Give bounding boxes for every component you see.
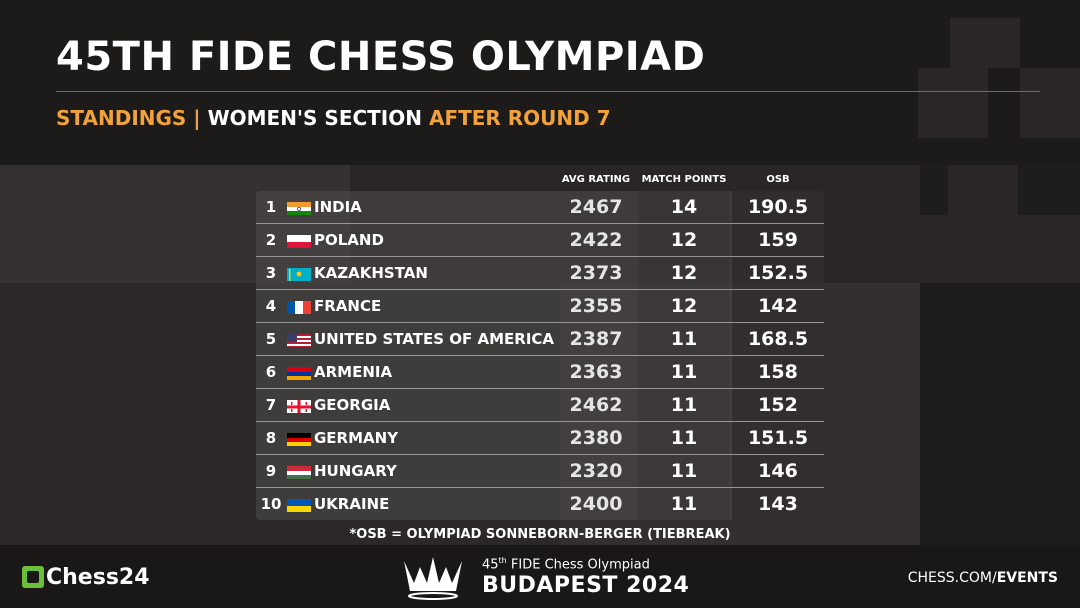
table-row: 7 GEORGIA 2462 11 152: [256, 389, 824, 422]
country-name: HUNGARY: [314, 462, 397, 480]
table-row: 8 GERMANY 2380 11 151.5: [256, 422, 824, 455]
match-points: 11: [638, 455, 730, 487]
country-name: GEORGIA: [314, 396, 391, 414]
column-header-avg-rating: AVG RATING: [561, 174, 631, 185]
country-name: ARMENIA: [314, 363, 393, 381]
rank: 6: [265, 363, 277, 381]
column-header-osb: OSB: [766, 174, 790, 185]
avg-rating: 2355: [569, 295, 623, 317]
osb-score: 151.5: [732, 422, 824, 454]
rank: 3: [265, 264, 277, 282]
avg-rating: 2320: [569, 460, 623, 482]
table-row: 9 HUNGARY 2320 11 146: [256, 455, 824, 488]
osb-score: 142: [732, 290, 824, 322]
chess24-logo-icon: [22, 566, 44, 588]
ukraine-flag-icon: [287, 498, 311, 512]
match-points: 11: [638, 389, 730, 421]
osb-score: 158: [732, 356, 824, 388]
osb-score: 159: [732, 224, 824, 256]
country-name: FRANCE: [314, 297, 382, 315]
country-name: POLAND: [314, 231, 384, 249]
rank: 8: [265, 429, 277, 447]
avg-rating: 2380: [569, 427, 623, 449]
avg-rating: 2373: [569, 262, 623, 284]
match-points: 12: [638, 224, 730, 256]
subtitle-round: AFTER ROUND 7: [428, 106, 611, 130]
usa-flag-icon: [287, 333, 311, 347]
country-name: KAZAKHSTAN: [314, 264, 428, 282]
match-points: 12: [638, 257, 730, 289]
rank: 4: [265, 297, 277, 315]
armenia-flag-icon: [287, 366, 311, 380]
georgia-flag-icon: [287, 399, 311, 413]
hungary-flag-icon: [287, 465, 311, 479]
table-row: 3 KAZAKHSTAN 2373 12 152.5: [256, 257, 824, 290]
subtitle-section: WOMEN'S SECTION: [207, 106, 422, 130]
footer-background: [0, 545, 1080, 608]
rank: 2: [265, 231, 277, 249]
table-row: 4 FRANCE 2355 12 142: [256, 290, 824, 323]
poland-flag-icon: [287, 234, 311, 248]
germany-flag-icon: [287, 432, 311, 446]
match-points: 11: [638, 323, 730, 355]
avg-rating: 2467: [569, 196, 623, 218]
column-header-match-points: MATCH POINTS: [641, 174, 727, 185]
rank: 5: [265, 330, 277, 348]
match-points: 14: [638, 191, 730, 223]
osb-score: 146: [732, 455, 824, 487]
page-subtitle: STANDINGS | WOMEN'S SECTION AFTER ROUND …: [56, 106, 611, 130]
country-name: INDIA: [314, 198, 362, 216]
france-flag-icon: [287, 300, 311, 314]
page-title: 45TH FIDE CHESS OLYMPIAD: [56, 34, 706, 80]
rank: 1: [265, 198, 277, 216]
match-points: 12: [638, 290, 730, 322]
osb-score: 152.5: [732, 257, 824, 289]
india-flag-icon: [287, 201, 311, 215]
event-location: BUDAPEST 2024: [482, 573, 690, 598]
header-background: [0, 0, 1080, 165]
chess24-logo: Chess24: [22, 565, 150, 590]
table-row: 5 UNITED STATES OF AMERICA 2387 11 168.5: [256, 323, 824, 356]
osb-score: 190.5: [732, 191, 824, 223]
rank: 10: [260, 495, 282, 513]
table-row: 6 ARMENIA 2363 11 158: [256, 356, 824, 389]
kazakhstan-flag-icon: [287, 267, 311, 281]
osb-score: 143: [732, 488, 824, 520]
avg-rating: 2363: [569, 361, 623, 383]
rank: 9: [265, 462, 277, 480]
avg-rating: 2462: [569, 394, 623, 416]
rank: 7: [265, 396, 277, 414]
avg-rating: 2400: [569, 493, 623, 515]
table-row: 1 INDIA 2467 14 190.5: [256, 191, 824, 224]
avg-rating: 2387: [569, 328, 623, 350]
osb-score: 168.5: [732, 323, 824, 355]
match-points: 11: [638, 356, 730, 388]
standings-table: 1 INDIA 2467 14 190.5 2 POLAND 2422 12 1…: [256, 191, 824, 520]
country-name: UKRAINE: [314, 495, 390, 513]
country-name: UNITED STATES OF AMERICA: [314, 330, 555, 348]
chess24-logo-text: Chess24: [46, 565, 150, 590]
event-name: 45th FIDE Chess Olympiad: [482, 556, 650, 573]
title-divider: [56, 91, 1040, 92]
subtitle-standings: STANDINGS |: [56, 106, 201, 130]
events-link[interactable]: CHESS.COM/EVENTS: [907, 570, 1058, 586]
match-points: 11: [638, 422, 730, 454]
table-row: 2 POLAND 2422 12 159: [256, 224, 824, 257]
country-name: GERMANY: [314, 429, 399, 447]
footnote: *OSB = OLYMPIAD SONNEBORN-BERGER (TIEBRE…: [349, 527, 731, 542]
table-row: 10 UKRAINE 2400 11 143: [256, 488, 824, 520]
olympiad-crown-logo-icon: [404, 557, 462, 600]
match-points: 11: [638, 488, 730, 520]
osb-score: 152: [732, 389, 824, 421]
avg-rating: 2422: [569, 229, 623, 251]
